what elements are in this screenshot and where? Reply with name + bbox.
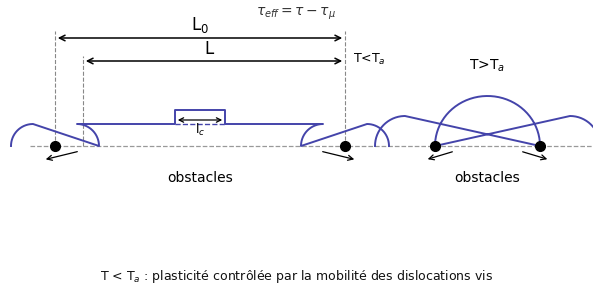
Text: T < T$_a$ : plasticité contrôlée par la mobilité des dislocations vis: T < T$_a$ : plasticité contrôlée par la … bbox=[100, 268, 493, 285]
Text: obstacles: obstacles bbox=[455, 171, 521, 185]
Text: l$_c$: l$_c$ bbox=[195, 122, 205, 138]
Text: obstacles: obstacles bbox=[167, 171, 233, 185]
Text: $\tau_{eff}  =  \tau - \tau_{\mu}$: $\tau_{eff} = \tau - \tau_{\mu}$ bbox=[256, 6, 336, 22]
Text: L$_0$: L$_0$ bbox=[191, 15, 209, 35]
Text: T<T$_a$: T<T$_a$ bbox=[353, 51, 385, 67]
Text: T>T$_a$: T>T$_a$ bbox=[470, 58, 505, 74]
Text: L: L bbox=[205, 40, 213, 58]
